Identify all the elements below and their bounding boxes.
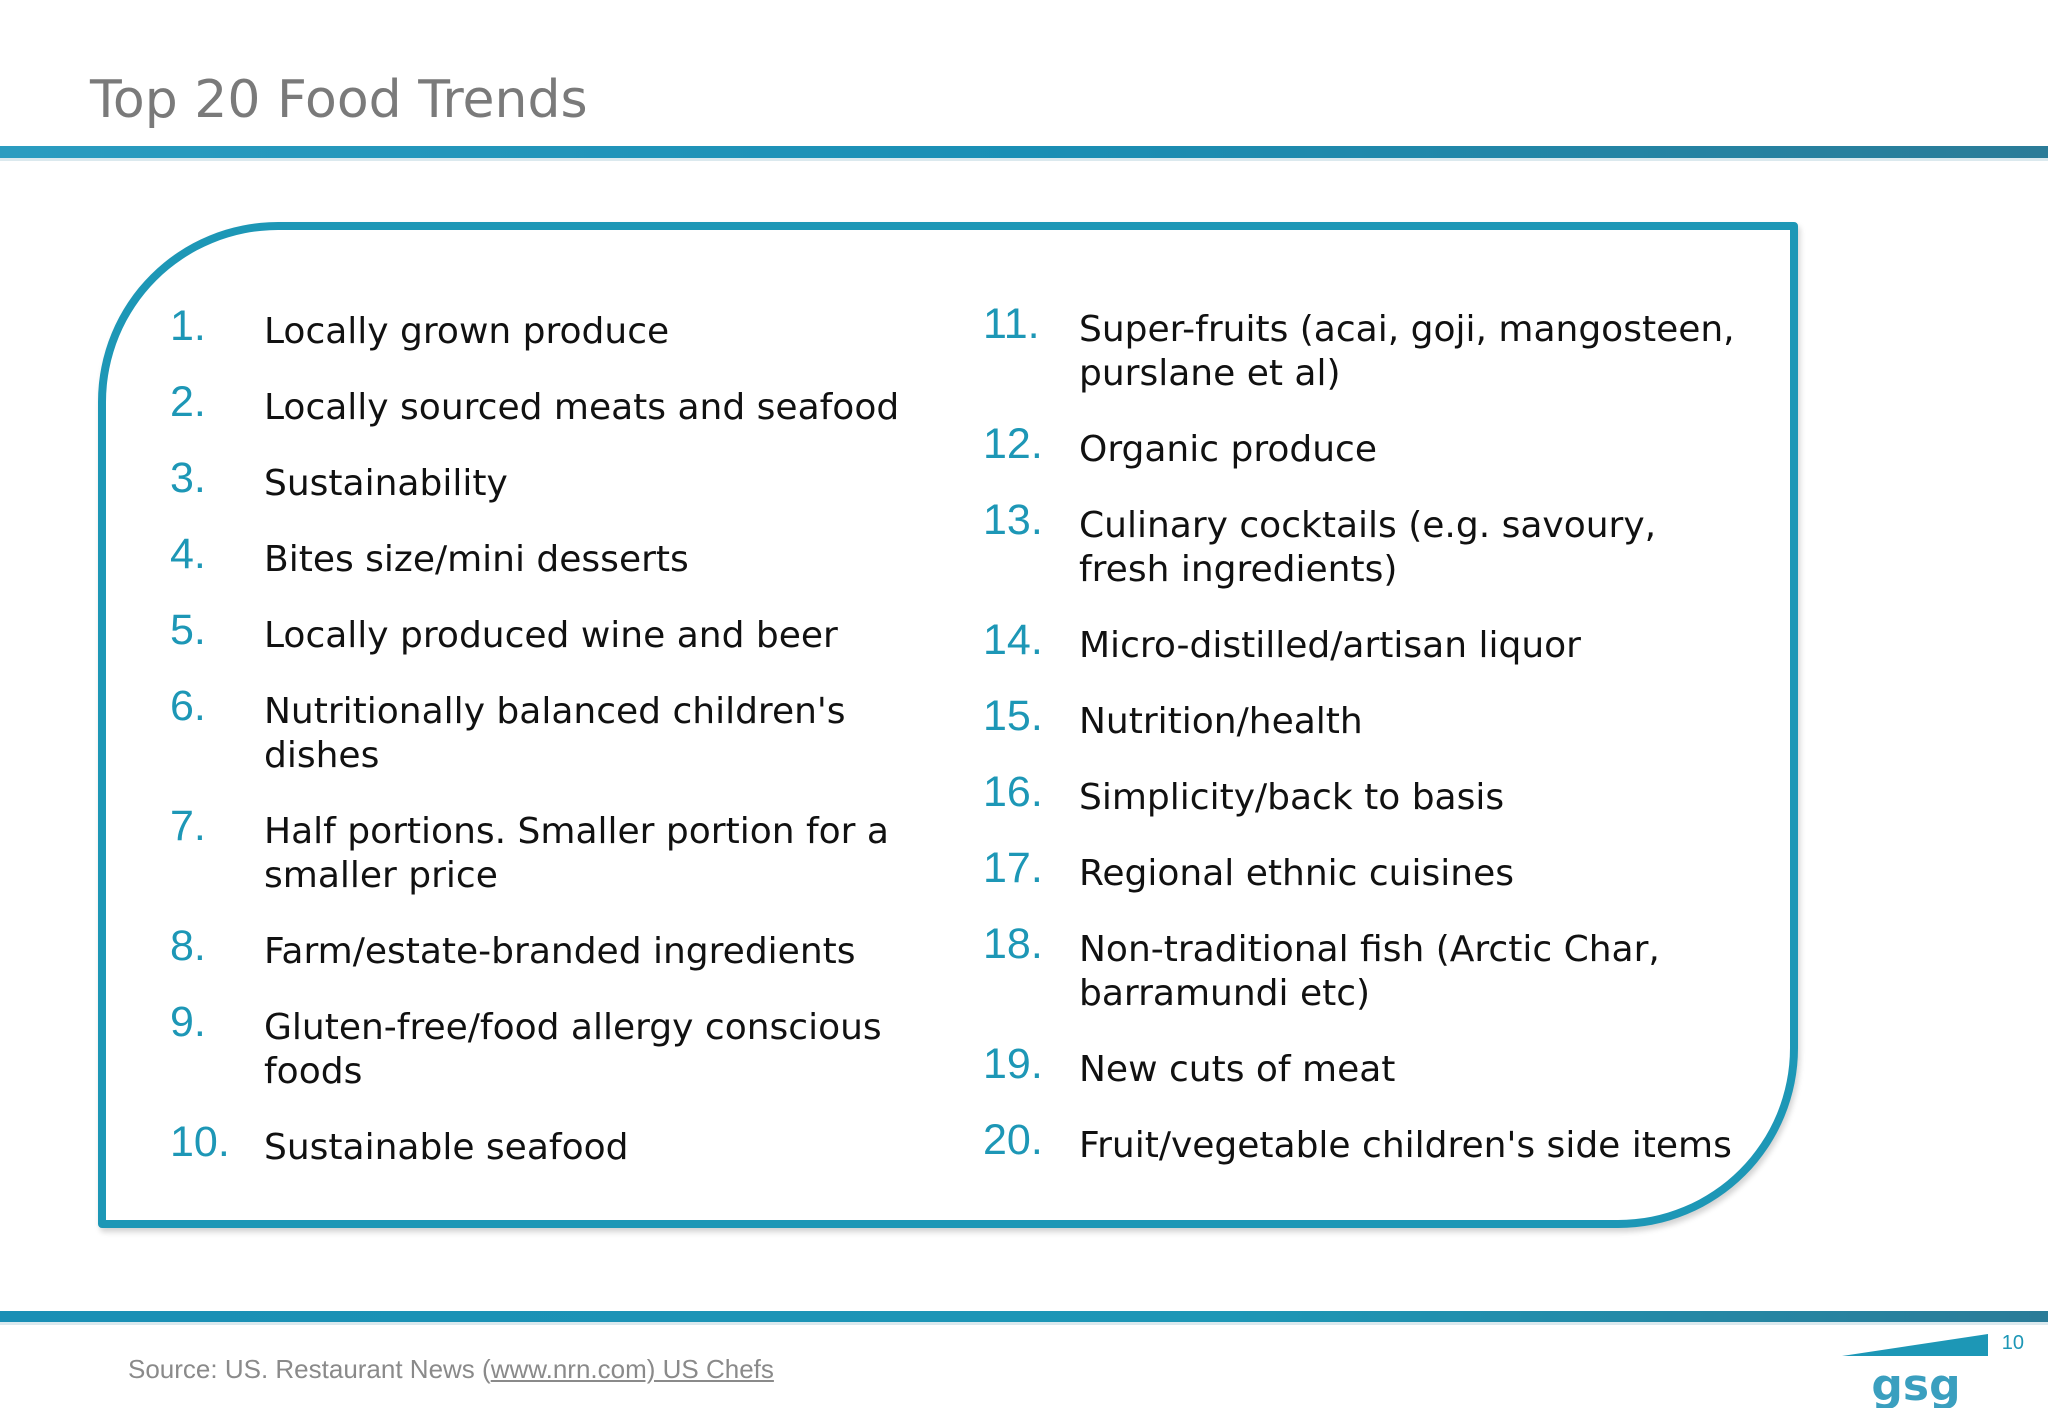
header-divider xyxy=(0,146,2048,158)
list-item-number: 1. xyxy=(170,302,206,350)
list-item-number: 3. xyxy=(170,454,206,502)
list-item-text: Sustainability xyxy=(264,463,508,504)
source-link[interactable]: www.nrn.com) US Chefs xyxy=(490,1354,774,1384)
list-item-text: Half portions. Smaller portion for a sma… xyxy=(264,811,889,896)
list-item-number: 10. xyxy=(170,1118,230,1166)
list-item-text: Fruit/vegetable children's side items xyxy=(1079,1125,1732,1166)
list-item-text: Locally grown produce xyxy=(264,311,670,352)
list-item-number: 17. xyxy=(983,844,1043,892)
trends-panel xyxy=(98,222,1798,1228)
source-prefix: Source: US. Restaurant News ( xyxy=(128,1354,491,1384)
list-item-number: 16. xyxy=(983,768,1043,816)
list-item-number: 14. xyxy=(983,616,1043,664)
list-item-number: 7. xyxy=(170,802,206,850)
list-item-text: Non-traditional fish (Arctic Char, barra… xyxy=(1079,929,1660,1014)
list-item-text: Nutrition/health xyxy=(1079,701,1363,742)
list-item-number: 13. xyxy=(983,496,1043,544)
list-item-number: 20. xyxy=(983,1116,1043,1164)
list-item-number: 5. xyxy=(170,606,206,654)
footer-divider-shadow xyxy=(0,1322,2048,1325)
list-item-text: Simplicity/back to basis xyxy=(1079,777,1505,818)
list-item-number: 8. xyxy=(170,922,206,970)
list-item-text: Nutritionally balanced children's dishes xyxy=(264,691,846,776)
page-number: 10 xyxy=(2001,1332,2024,1354)
list-item-text: Bites size/mini desserts xyxy=(264,539,689,580)
list-item-number: 6. xyxy=(170,682,206,730)
list-item-text: Locally sourced meats and seafood xyxy=(264,387,900,428)
footer-divider xyxy=(0,1311,2048,1322)
list-item-number: 15. xyxy=(983,692,1043,740)
list-item-number: 2. xyxy=(170,378,206,426)
list-item-text: Super-fruits (acai, goji, mangosteen, pu… xyxy=(1079,309,1735,394)
gsg-logo-icon: gsg xyxy=(1842,1334,1988,1408)
list-item-number: 11. xyxy=(983,300,1040,348)
source-note: Source: US. Restaurant News (www.nrn.com… xyxy=(128,1354,774,1385)
list-item-number: 9. xyxy=(170,998,206,1046)
list-item-text: Gluten-free/food allergy conscious foods xyxy=(264,1007,882,1092)
list-item-text: Regional ethnic cuisines xyxy=(1079,853,1514,894)
list-item-text: Micro-distilled/artisan liquor xyxy=(1079,625,1581,666)
list-item-text: Locally produced wine and beer xyxy=(264,615,838,656)
page-title: Top 20 Food Trends xyxy=(90,70,588,130)
list-item-number: 18. xyxy=(983,920,1043,968)
list-item-number: 19. xyxy=(983,1040,1043,1088)
logo-text: gsg xyxy=(1871,1360,1960,1408)
list-item-text: Sustainable seafood xyxy=(264,1127,629,1168)
list-item-number: 4. xyxy=(170,530,206,578)
list-item-text: Organic produce xyxy=(1079,429,1377,470)
header-divider-shadow xyxy=(0,158,2048,161)
list-item-text: New cuts of meat xyxy=(1079,1049,1396,1090)
list-item-number: 12. xyxy=(983,420,1043,468)
list-item-text: Culinary cocktails (e.g. savoury, fresh … xyxy=(1079,505,1657,590)
list-item-text: Farm/estate-branded ingredients xyxy=(264,931,856,972)
